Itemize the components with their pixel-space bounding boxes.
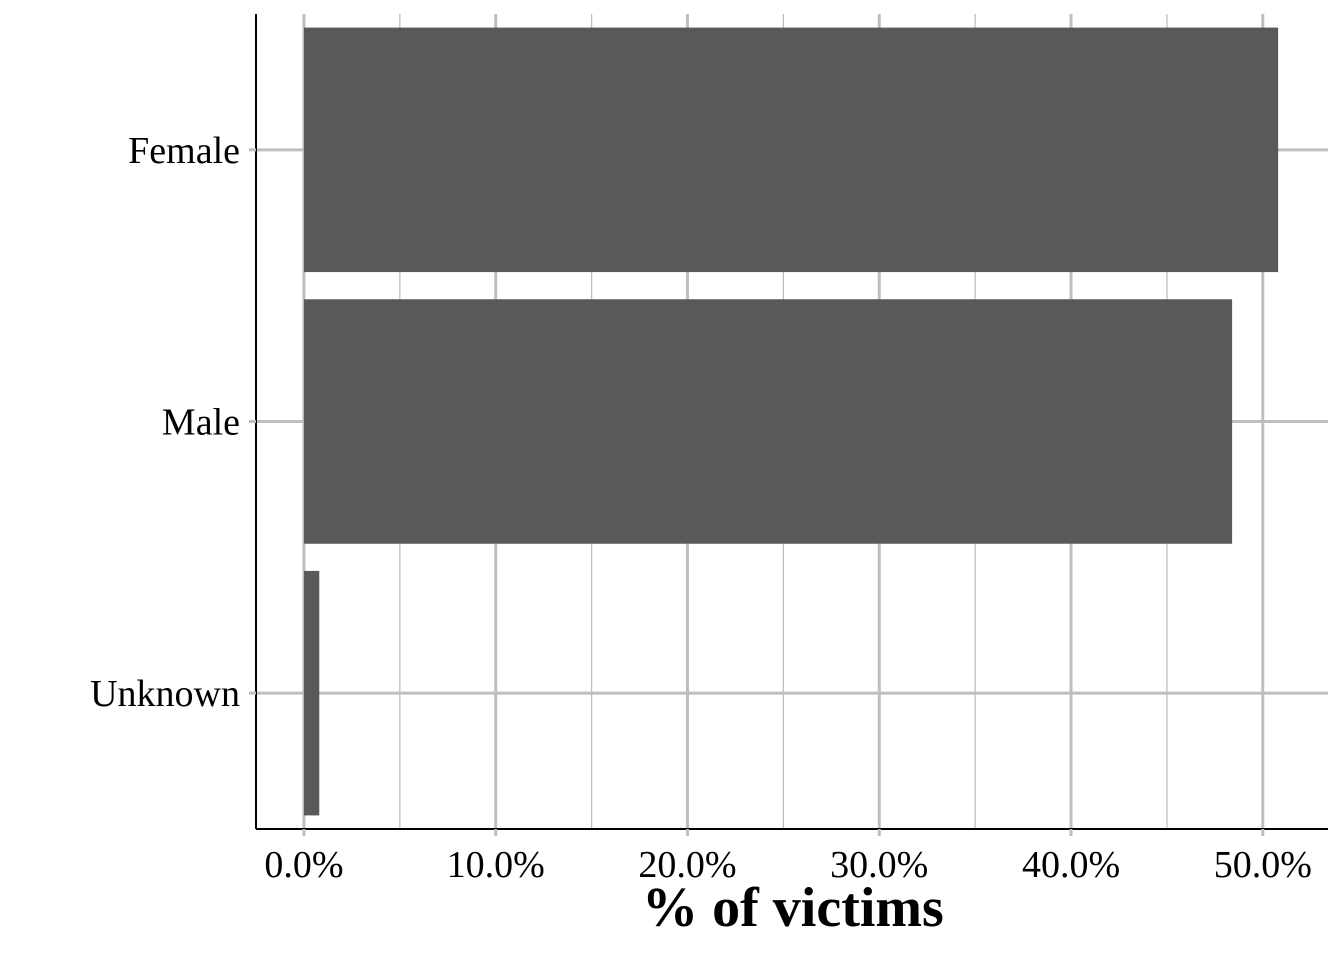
- y-tick-label: Female: [128, 130, 240, 172]
- y-tick-label: Male: [162, 402, 240, 444]
- x-tick-label: 0.0%: [264, 844, 343, 886]
- bar-male: [303, 299, 1233, 544]
- axes: [249, 14, 1328, 836]
- x-tick-label: 30.0%: [830, 844, 928, 886]
- x-tick-label: 10.0%: [447, 844, 545, 886]
- x-tick-label: 20.0%: [638, 844, 736, 886]
- bar-female: [303, 27, 1279, 273]
- x-axis-title: % of victims: [642, 877, 944, 939]
- bars: [303, 27, 1279, 816]
- y-tick-label: Unknown: [90, 673, 240, 715]
- bar-unknown: [303, 570, 320, 816]
- tick-labels: Female Male Unknown 0.0% 10.0% 20.0% 30.0% 40.0…: [90, 130, 1312, 886]
- x-tick-label: 50.0%: [1214, 844, 1312, 886]
- x-tick-label: 40.0%: [1022, 844, 1120, 886]
